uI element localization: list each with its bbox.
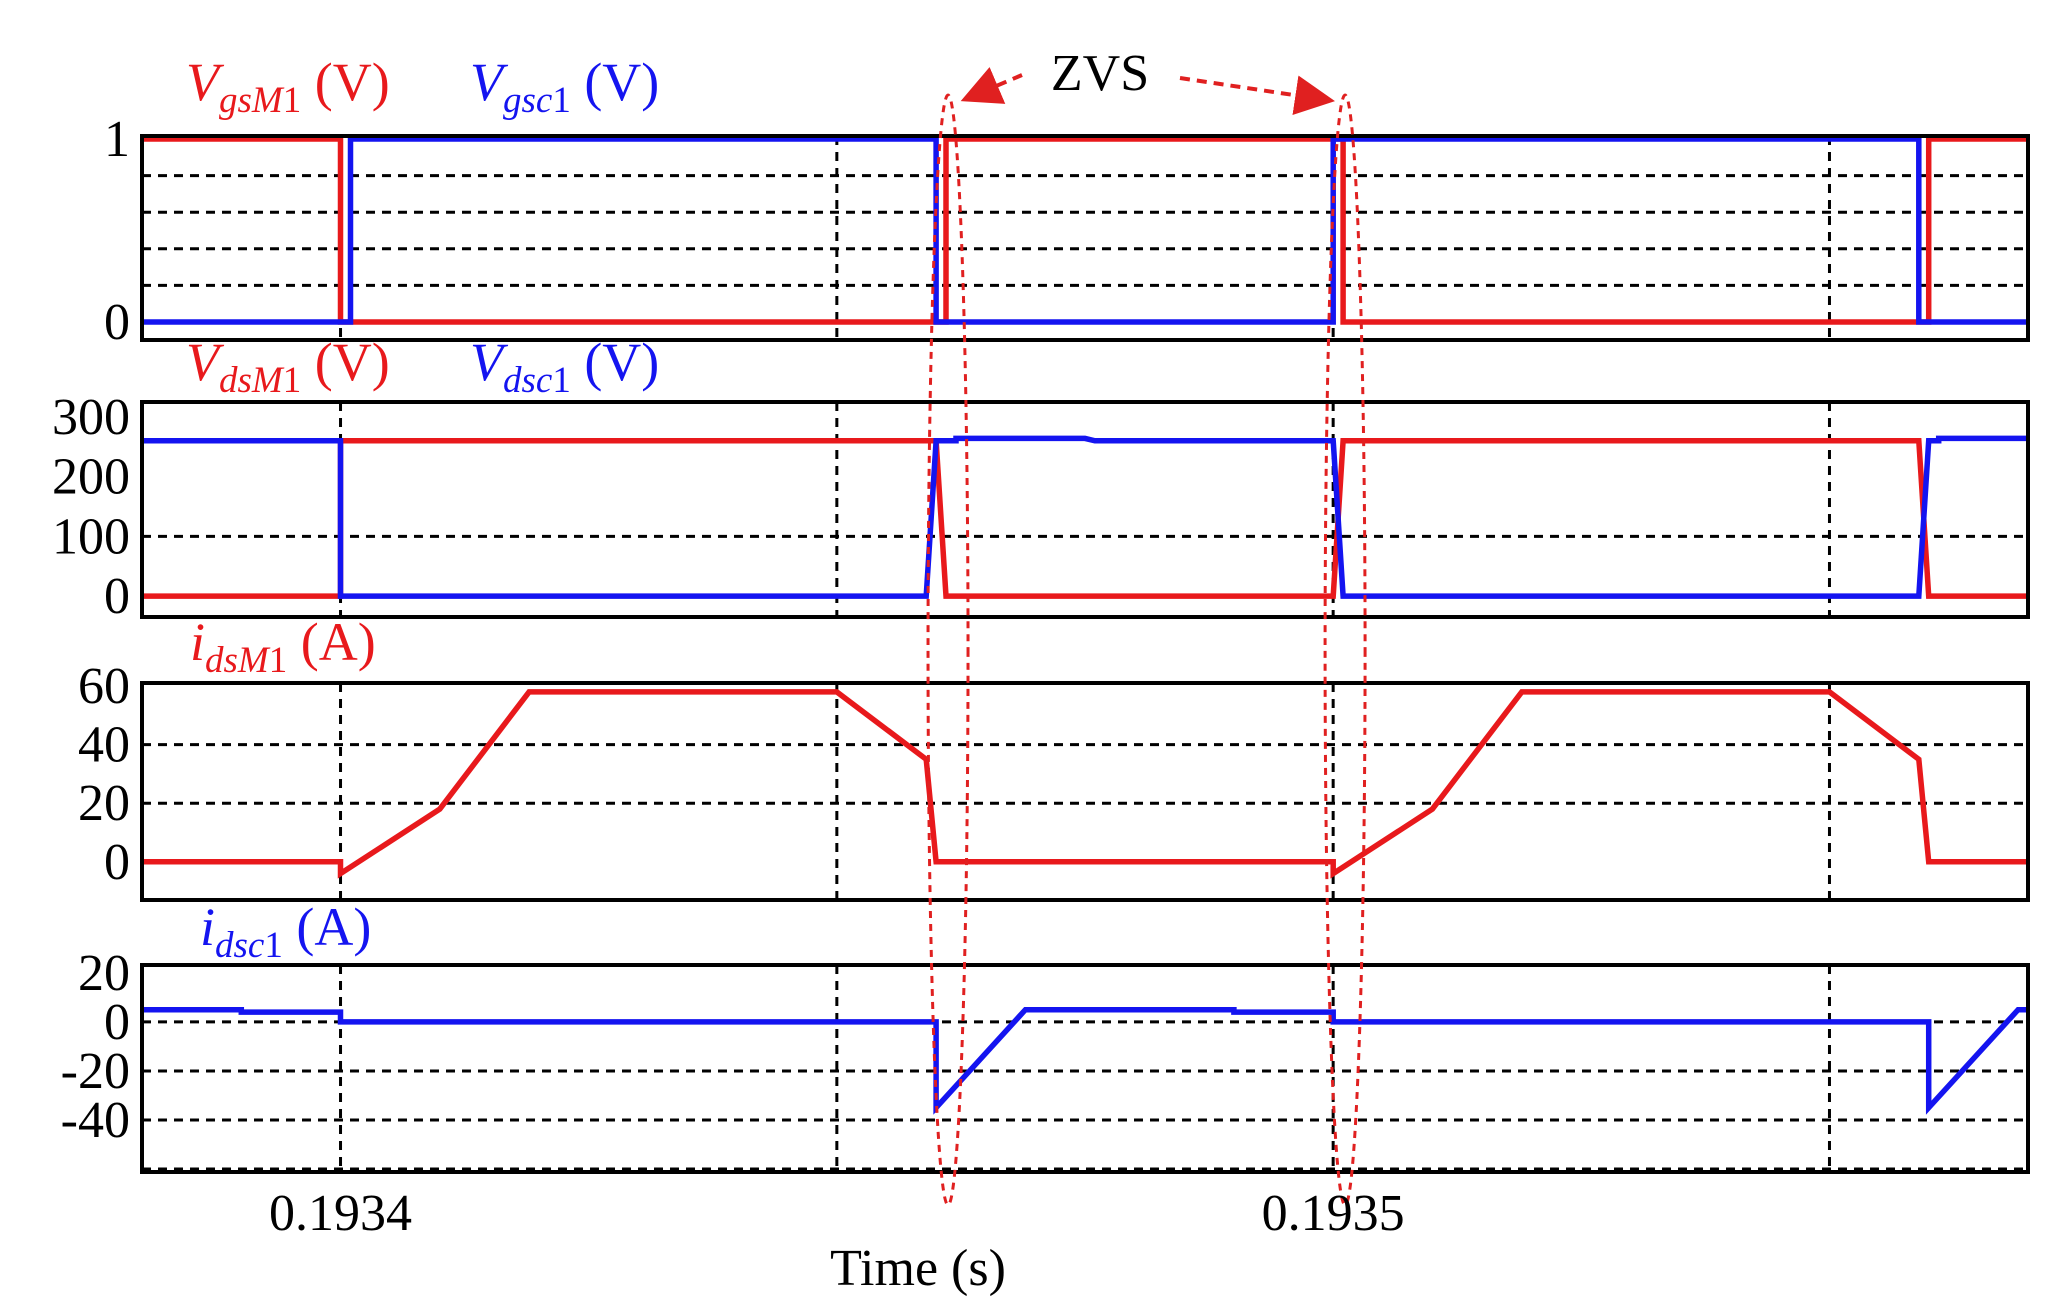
y-tick-label: 40 xyxy=(78,717,130,774)
y-tick-label: 300 xyxy=(52,389,130,446)
y-tick-label: 0 xyxy=(104,834,130,891)
y-tick-label: 60 xyxy=(78,658,130,715)
zvs-ellipse xyxy=(926,93,970,1207)
series-Vgsc1 xyxy=(142,136,2028,325)
series-idsM1 xyxy=(142,689,2028,879)
zvs-label: ZVS xyxy=(1051,45,1149,102)
series-label: Vdsc1 (V) xyxy=(470,332,659,401)
y-tick-label: 200 xyxy=(52,449,130,506)
y-tick-label: 1 xyxy=(104,111,130,168)
series-VgsM1 xyxy=(142,136,2028,325)
plot-frame xyxy=(140,963,2030,1174)
series-label: VgsM1 (V) xyxy=(186,52,390,121)
x-tick-label: 0.1935 xyxy=(1262,1185,1405,1242)
plot-frame xyxy=(140,681,2030,902)
plot-frame xyxy=(140,400,2030,619)
series-label: idsM1 (A) xyxy=(190,612,376,681)
y-tick-label: 0 xyxy=(104,994,130,1051)
plot-frame xyxy=(140,134,2030,342)
series-label: VdsM1 (V) xyxy=(186,332,390,401)
y-tick-label: 0 xyxy=(104,294,130,351)
y-tick-label: 20 xyxy=(78,945,130,1002)
series-idsc1 xyxy=(142,1006,2028,1115)
x-axis: 0.1934 0.1935 Time (s) xyxy=(269,1185,1405,1297)
zvs-arrow-right xyxy=(1179,75,1335,116)
zvs-arrow-left xyxy=(960,67,1023,104)
x-axis-title: Time (s) xyxy=(830,1240,1006,1297)
series-Vdsc1 xyxy=(142,435,2028,599)
series-VdsM1 xyxy=(142,438,2028,599)
y-tick-label: 100 xyxy=(52,508,130,565)
y-tick-label: 20 xyxy=(78,775,130,832)
panel-idsc: 200-20-40 idsc1 (A) xyxy=(61,897,2030,1174)
zvs-ellipse xyxy=(1323,93,1367,1207)
x-tick-label: 0.1934 xyxy=(269,1185,412,1242)
y-tick-label: 0 xyxy=(104,568,130,625)
panel-gate: 1 0 VgsM1 (V) Vgsc1 (V) xyxy=(104,52,2030,351)
y-tick-label: -40 xyxy=(61,1092,130,1149)
series-label: Vgsc1 (V) xyxy=(470,52,659,121)
zvs-annotations: ZVS xyxy=(926,45,1367,1207)
series-label: idsc1 (A) xyxy=(200,897,371,966)
y-tick-label: -20 xyxy=(61,1043,130,1100)
